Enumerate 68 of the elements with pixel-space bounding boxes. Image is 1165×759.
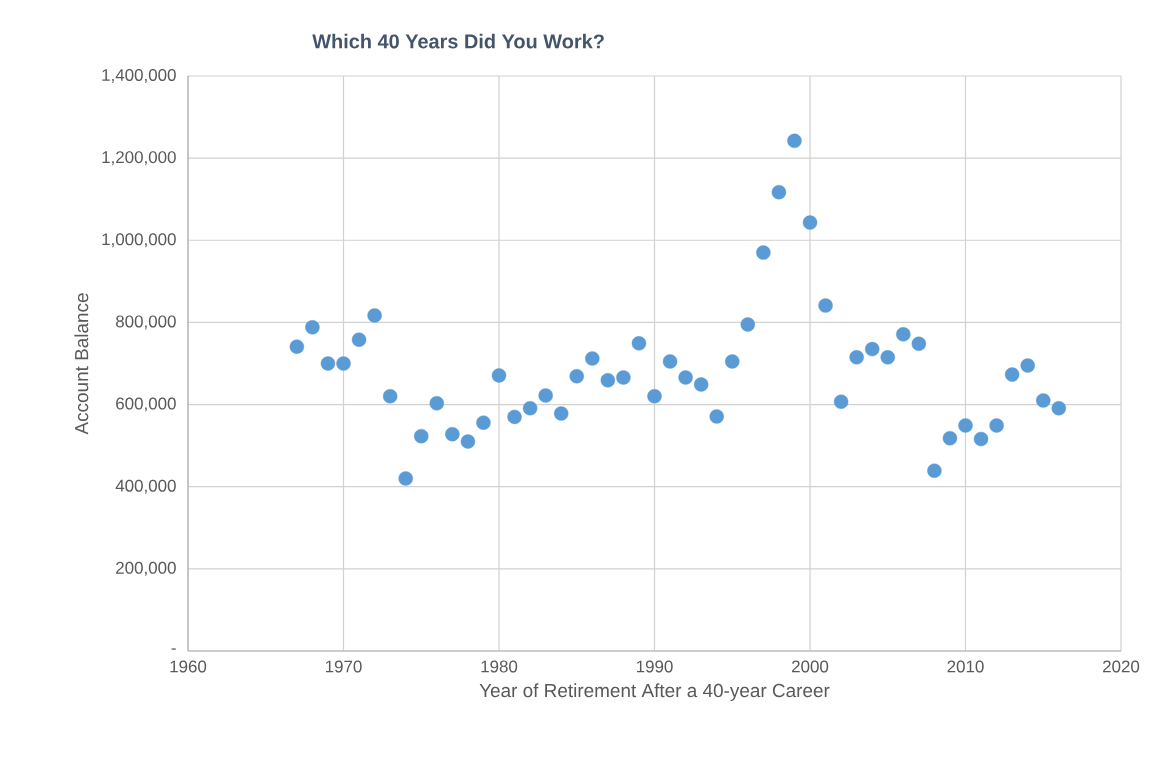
point	[476, 415, 491, 430]
x-tick-label: 2000	[792, 660, 829, 673]
point	[336, 356, 351, 371]
point	[647, 389, 662, 404]
point	[771, 185, 787, 200]
x-tick-label: 1980	[481, 660, 518, 673]
point	[989, 418, 1004, 433]
y-tick-label: -	[171, 648, 176, 650]
point	[351, 332, 367, 347]
point	[1020, 358, 1035, 373]
point	[305, 320, 320, 335]
point	[382, 389, 398, 404]
y-tick-label: 1,400,000	[102, 68, 176, 83]
point	[725, 354, 740, 369]
point	[833, 394, 849, 409]
point	[491, 368, 507, 383]
point	[818, 298, 833, 313]
point	[740, 317, 756, 332]
point	[911, 336, 927, 351]
point	[896, 327, 911, 342]
point	[958, 418, 973, 433]
point	[865, 341, 880, 357]
point	[849, 350, 864, 365]
point	[693, 377, 709, 392]
point	[460, 434, 476, 449]
point	[709, 409, 724, 424]
point	[1004, 367, 1020, 382]
y-tick-label: 600,000	[116, 397, 176, 412]
point	[973, 431, 989, 447]
point	[662, 354, 678, 369]
point	[927, 463, 942, 478]
x-axis-title: Year of Retirement After a 40-year Career	[479, 683, 830, 701]
point	[880, 350, 895, 365]
point	[554, 406, 569, 421]
x-tick-label: 1970	[325, 660, 362, 673]
point	[802, 215, 818, 230]
point	[787, 133, 802, 149]
point	[429, 396, 445, 411]
chart-title: Which 40 Years Did You Work?	[312, 33, 604, 49]
point	[507, 409, 522, 425]
point	[1036, 393, 1051, 408]
point	[600, 373, 616, 388]
point	[631, 336, 647, 351]
point	[445, 426, 460, 442]
x-tick-label: 1960	[170, 660, 207, 673]
y-tick-label: 400,000	[115, 479, 176, 494]
point	[367, 308, 382, 323]
point	[320, 356, 336, 371]
point	[756, 245, 771, 260]
point	[414, 428, 429, 444]
point	[616, 370, 631, 385]
point	[289, 339, 305, 354]
point	[522, 401, 538, 416]
y-tick-label: 800,000	[116, 315, 176, 330]
point	[678, 370, 693, 385]
point	[1051, 401, 1067, 416]
y-tick-label: 1,200,000	[102, 151, 176, 166]
y-tick-label: 200,000	[116, 561, 176, 576]
x-tick-label: 1990	[636, 660, 673, 673]
point	[942, 431, 958, 446]
y-axis-title: Account Balance	[74, 293, 89, 435]
x-tick-label: 2020	[1103, 660, 1140, 673]
point	[569, 369, 584, 384]
x-tick-label: 2010	[947, 660, 984, 673]
point	[585, 351, 600, 366]
point	[538, 388, 553, 403]
y-tick-label: 1,000,000	[102, 233, 176, 248]
point	[398, 471, 413, 486]
